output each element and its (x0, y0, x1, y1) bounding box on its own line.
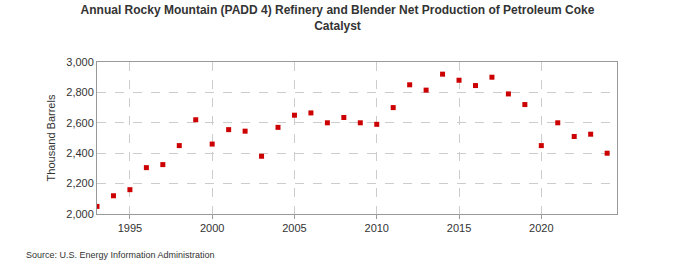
svg-text:Annual Rocky Mountain (PADD 4): Annual Rocky Mountain (PADD 4) Refinery … (81, 3, 595, 33)
svg-text:3,000: 3,000 (66, 56, 94, 68)
svg-text:2,000: 2,000 (66, 208, 94, 220)
svg-text:1995: 1995 (118, 222, 142, 234)
svg-text:2020: 2020 (529, 222, 553, 234)
svg-text:Source: U.S. Energy Informatio: Source: U.S. Energy Information Administ… (26, 250, 215, 260)
svg-text:2005: 2005 (282, 222, 306, 234)
svg-text:2,200: 2,200 (66, 177, 94, 189)
svg-text:2010: 2010 (365, 222, 389, 234)
svg-text:2000: 2000 (200, 222, 224, 234)
svg-text:Thousand Barrels: Thousand Barrels (45, 94, 57, 181)
svg-text:2,400: 2,400 (66, 147, 94, 159)
svg-text:2,600: 2,600 (66, 117, 94, 129)
svg-text:2015: 2015 (447, 222, 471, 234)
svg-text:2,800: 2,800 (66, 86, 94, 98)
